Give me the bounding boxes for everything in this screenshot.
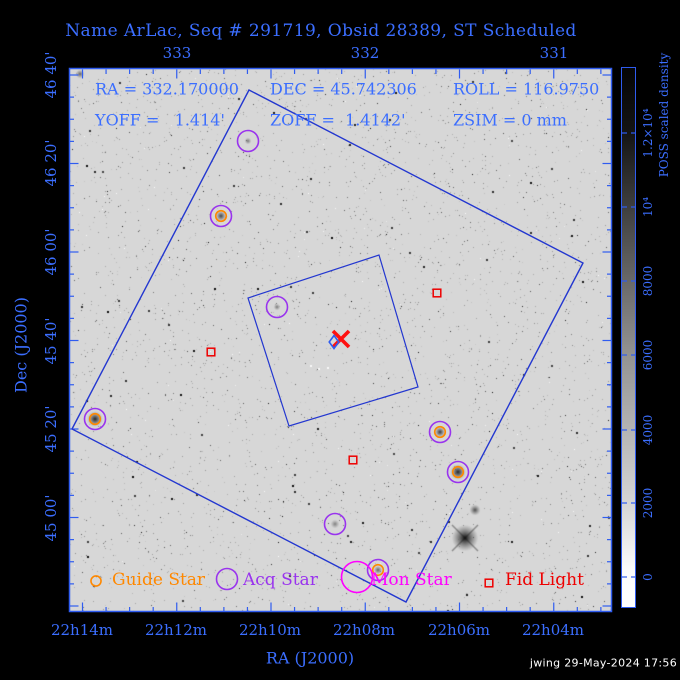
dec-tick-label: 46 00'	[42, 228, 60, 276]
dec-tick-label: 45 00'	[42, 494, 60, 542]
colorbar-title: POSS scaled density	[657, 52, 671, 178]
dec-tick-label: 45 40'	[42, 317, 60, 365]
ra-deg-tick-label: 332	[350, 44, 380, 62]
legend-acq-label: Acq Star	[243, 570, 318, 590]
ra-deg-tick-label: 331	[539, 44, 569, 62]
pointing-info-field: ZSIM = 0 mm	[453, 110, 567, 130]
colorbar-tick-label: 8000	[641, 265, 655, 297]
pointing-info-field: ZOFF = 1.4142'	[270, 110, 406, 130]
colorbar-tick-label: 1.2×10⁴	[641, 108, 655, 158]
dec-tick-label: 45 20'	[42, 405, 60, 453]
dec-axis-title: Dec (J2000)	[11, 297, 31, 393]
legend-fid-label: Fid Light	[505, 570, 584, 590]
pointing-info-field: YOFF = 1.414'	[95, 110, 225, 130]
colorbar-tick-label: 4000	[641, 414, 655, 446]
poss-sky-image[interactable]	[69, 68, 612, 612]
pointing-info-field: DEC = 45.742306	[270, 79, 417, 99]
colorbar-tick-label: 6000	[641, 339, 655, 371]
ra-axis-title: RA (J2000)	[265, 648, 355, 668]
legend-guide-label: Guide Star	[112, 570, 206, 590]
dec-tick-label: 46 20'	[42, 139, 60, 187]
ra-hm-tick-label: 22h12m	[144, 621, 208, 639]
ra-hm-tick-label: 22h06m	[427, 621, 491, 639]
ra-hm-tick-label: 22h08m	[332, 621, 396, 639]
density-colorbar	[621, 67, 636, 608]
ra-deg-tick-label: 333	[162, 44, 192, 62]
colorbar-tick-label: 0	[641, 573, 655, 581]
pointing-info-field: ROLL = 116.9750	[453, 79, 600, 99]
ra-hm-tick-label: 22h14m	[50, 621, 114, 639]
ra-hm-tick-label: 22h10m	[238, 621, 302, 639]
dec-tick-label: 46 40'	[42, 51, 60, 99]
colorbar-tick-label: 2000	[641, 487, 655, 519]
legend-mon-label: Mon Star	[371, 570, 452, 590]
user-timestamp: jwing 29-May-2024 17:56	[529, 656, 677, 670]
observation-title: Name ArLac, Seq # 291719, Obsid 28389, S…	[65, 21, 577, 41]
pointing-info-field: RA = 332.170000	[95, 79, 239, 99]
ra-hm-tick-label: 22h04m	[521, 621, 585, 639]
colorbar-tick-label: 10⁴	[641, 196, 655, 218]
